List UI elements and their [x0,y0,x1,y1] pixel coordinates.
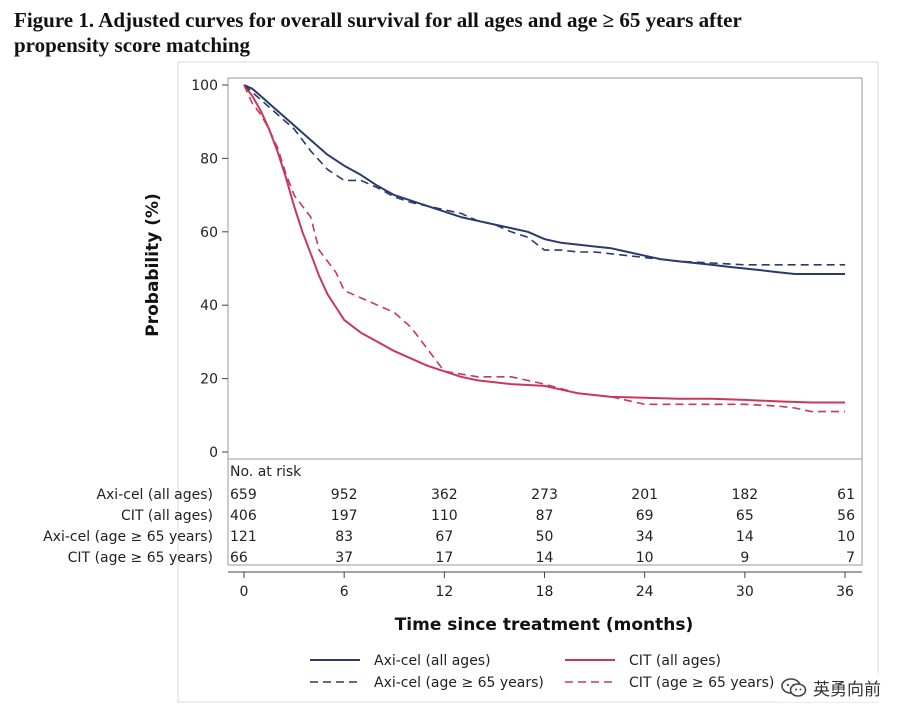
risk-row-label: Axi-cel (age ≥ 65 years) [43,529,213,545]
y-tick-label: 40 [200,298,218,314]
x-axis: 0 6 12 18 24 30 36 [228,571,862,600]
risk-cell: 182 [731,487,758,503]
risk-row-label: Axi-cel (all ages) [96,487,213,503]
x-tick-label: 36 [836,584,854,600]
risk-cell: 14 [736,529,754,545]
risk-cell: 56 [837,508,855,524]
plot-border [227,77,863,566]
watermark-text: 英勇向前 [813,680,881,700]
y-tick-label: 60 [200,225,218,241]
risk-cell: 83 [335,529,353,545]
x-tick-label: 12 [435,584,453,600]
wechat-icon [781,677,807,699]
risk-row-label: CIT (all ages) [121,508,213,524]
x-tick-label: 30 [736,584,754,600]
risk-row-label: CIT (age ≥ 65 years) [68,550,213,566]
risk-cell: 659 [230,487,257,503]
x-axis-label: Time since treatment (months) [395,615,694,635]
risk-cell: 406 [230,508,257,524]
risk-cell: 10 [636,550,654,566]
legend-label-3: Axi-cel (age ≥ 65 years) [374,675,544,691]
risk-cell: 10 [837,529,855,545]
x-tick-label: 24 [636,584,654,600]
x-tick-label: 18 [536,584,554,600]
x-tick-label: 0 [240,584,249,600]
risk-cell: 110 [431,508,458,524]
risk-cell: 69 [636,508,654,524]
series-line-4 [243,84,845,413]
y-axis: 0 20 40 60 80 100 [191,78,228,461]
y-tick-label: 80 [200,151,218,167]
y-tick-label: 20 [200,372,218,388]
risk-cell: 66 [230,550,248,566]
risk-cell: 14 [536,550,554,566]
legend: Axi-cel (all ages) CIT (all ages) Axi-cel … [310,653,774,691]
plot-frame [227,77,863,566]
risk-cell: 37 [335,550,353,566]
risk-cell: 362 [431,487,458,503]
risk-cell: 17 [435,550,453,566]
figure-title-line2: propensity score matching [14,33,251,57]
watermark: 英勇向前 [777,673,885,702]
x-tick-label: 6 [340,584,349,600]
legend-label-1: Axi-cel (all ages) [374,653,491,669]
risk-table-header: No. at risk [230,464,302,480]
y-tick-label: 100 [191,78,218,94]
figure-title: Figure 1. Adjusted curves for overall su… [14,8,894,58]
risk-cell: 952 [331,487,358,503]
risk-cell: 197 [331,508,358,524]
risk-cell: 201 [631,487,658,503]
legend-label-2: CIT (all ages) [629,653,721,669]
risk-cell: 50 [536,529,554,545]
risk-cell: 34 [636,529,654,545]
risk-cell: 61 [837,487,855,503]
y-axis-label: Probability (%) [143,193,163,337]
risk-cell: 65 [736,508,754,524]
risk-cell: 9 [740,550,749,566]
series-line-3 [243,84,845,266]
legend-label-4: CIT (age ≥ 65 years) [629,675,774,691]
risk-cell: 121 [230,529,257,545]
y-tick-label: 0 [209,445,218,461]
series-line-2 [243,84,845,404]
curves [243,84,845,413]
risk-cell: 87 [536,508,554,524]
risk-cell: 67 [435,529,453,545]
series-line-1 [243,84,845,275]
risk-cell: 7 [846,550,855,566]
outer-frame [177,61,879,703]
risk-cell: 273 [531,487,558,503]
figure-title-line1: Figure 1. Adjusted curves for overall su… [14,8,742,32]
